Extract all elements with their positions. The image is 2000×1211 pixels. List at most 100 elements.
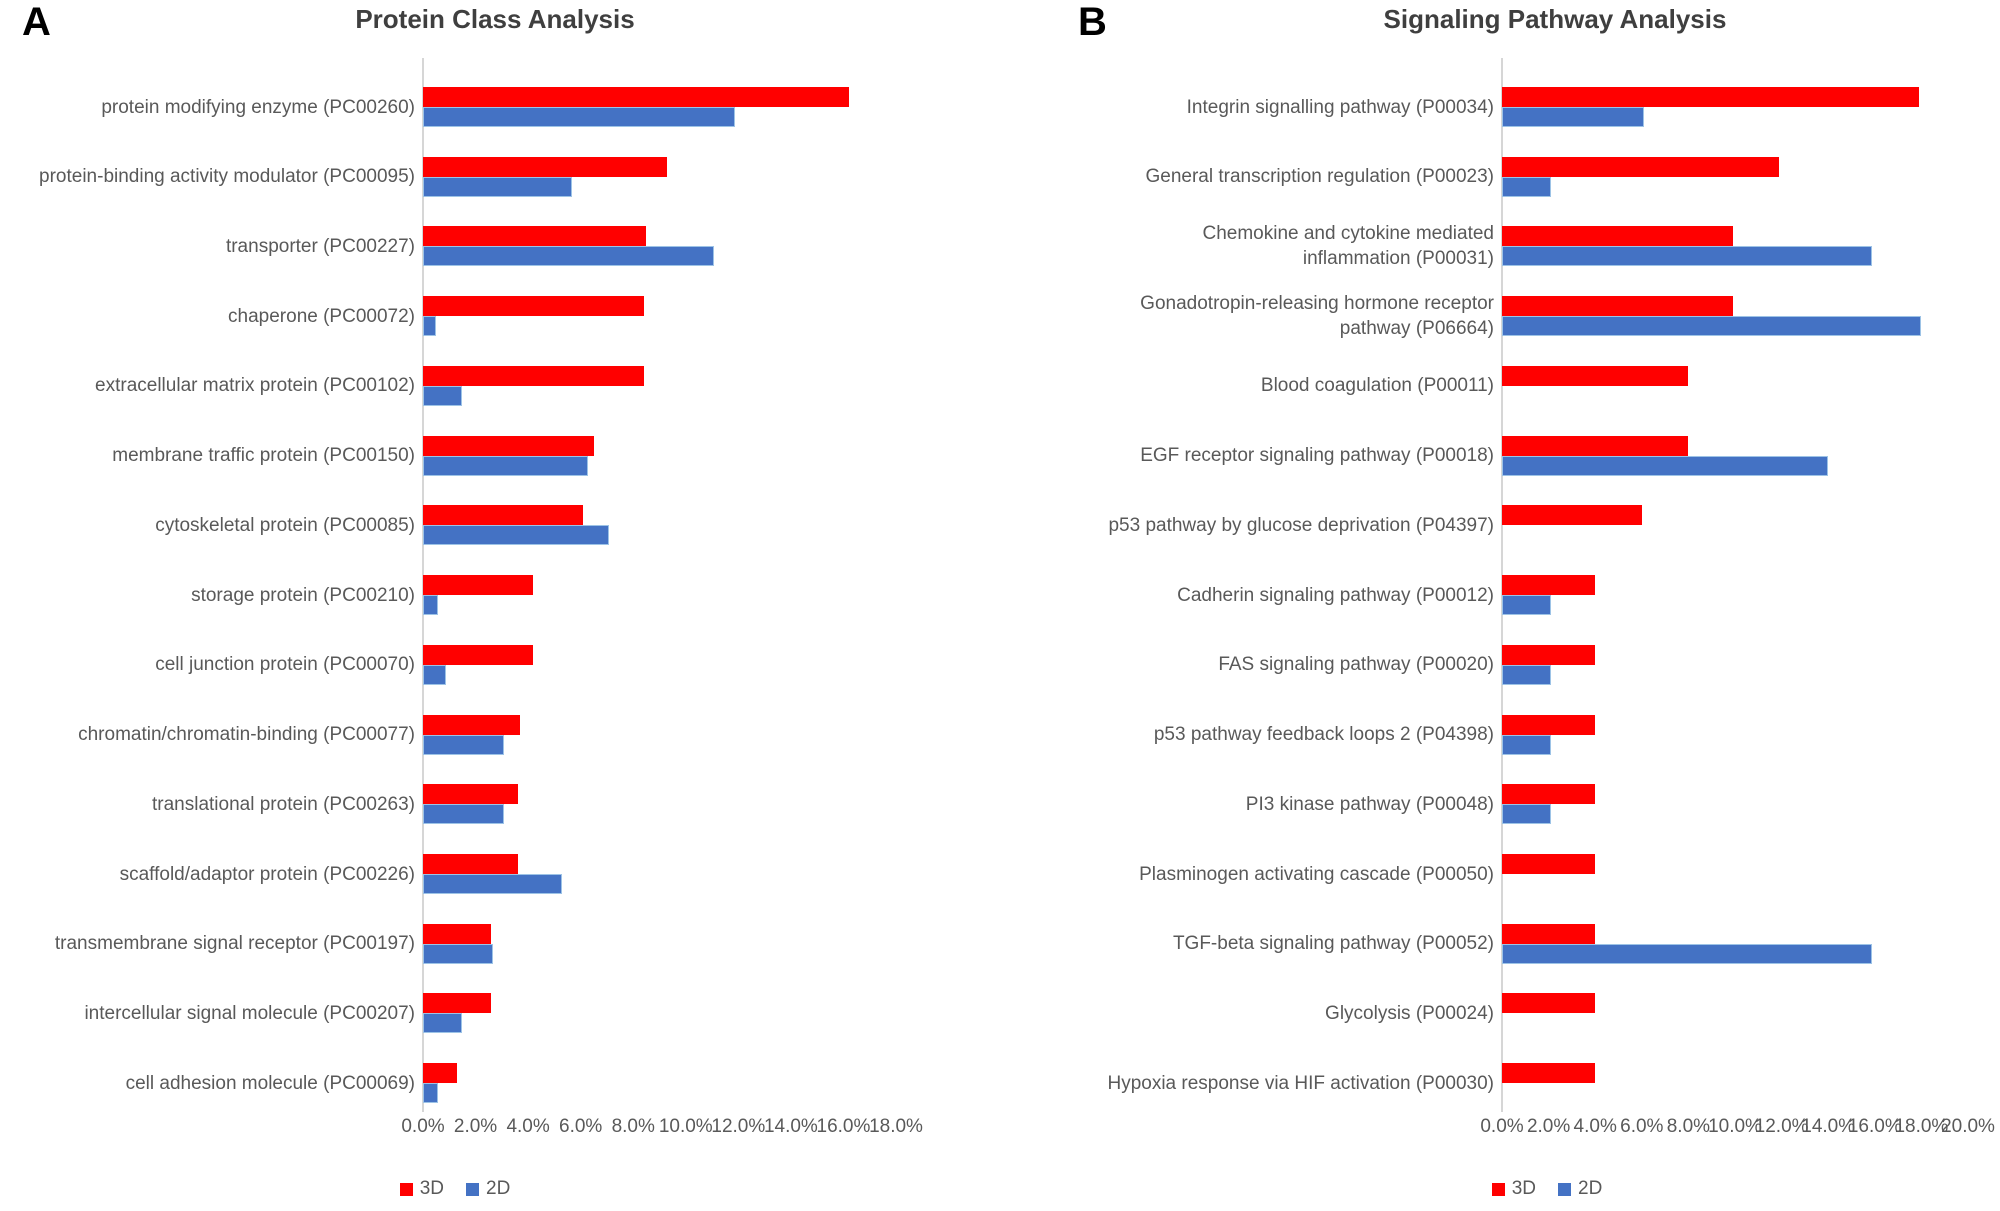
bar-3d [1502, 435, 1689, 456]
panel-b-title: Signaling Pathway Analysis [1383, 4, 1727, 34]
bar-2d [423, 874, 562, 895]
bar-2d [1502, 246, 1873, 267]
category-label: cell junction protein (PC00070) [155, 654, 415, 676]
category-label: Plasminogen activating cascade (P00050) [1139, 863, 1494, 885]
bar-3d [1502, 993, 1596, 1014]
category-label: Glycolysis (P00024) [1325, 1002, 1494, 1024]
category-label: storage protein (PC00210) [191, 584, 415, 606]
x-tick-label: 12.0% [1754, 1116, 1809, 1137]
bar-2d [423, 664, 446, 685]
x-tick-label: 10.0% [658, 1116, 713, 1137]
bar-3d [423, 505, 584, 526]
legend-label: 2D [486, 1178, 511, 1199]
legend-swatch-2d [1558, 1182, 1571, 1196]
bar-2d [1502, 943, 1873, 964]
bar-2d [423, 943, 494, 964]
bar-3d [1502, 365, 1689, 386]
bar-2d [1502, 734, 1551, 755]
bar-2d [423, 1083, 439, 1104]
x-tick-label: 8.0% [1666, 1116, 1711, 1137]
bar-3d [1502, 1063, 1596, 1084]
x-tick-label: 18.0% [1894, 1116, 1949, 1137]
bar-2d [423, 176, 573, 197]
category-label: translational protein (PC00263) [152, 793, 415, 815]
bar-2d [1502, 316, 1922, 337]
category-label: transporter (PC00227) [225, 235, 415, 257]
x-tick-label: 14.0% [763, 1116, 818, 1137]
category-label: extracellular matrix protein (PC00102) [95, 375, 415, 397]
bar-3d [1502, 714, 1596, 735]
category-label: intercellular signal molecule (PC00207) [84, 1002, 415, 1024]
bar-3d [423, 365, 644, 386]
bar-3d [423, 435, 594, 456]
bar-2d [1502, 595, 1551, 616]
bar-3d [423, 87, 849, 107]
bar-2d [423, 804, 504, 825]
legend-item-2d: 2D [1558, 1178, 1602, 1200]
category-label: PI3 kinase pathway (P00048) [1245, 793, 1494, 815]
bar-2d [1502, 176, 1551, 197]
bar-3d [1502, 854, 1596, 875]
bar-3d [423, 296, 644, 317]
bar-2d [1502, 664, 1551, 685]
category-label: TGF-beta signaling pathway (P00052) [1172, 933, 1494, 955]
x-tick-label: 12.0% [711, 1116, 766, 1137]
x-tick-label: 18.0% [869, 1116, 923, 1137]
bar-3d [423, 714, 521, 735]
bar-3d [1502, 923, 1596, 944]
bar-2d [1502, 804, 1551, 825]
legend-item-3d: 3D [1491, 1178, 1536, 1200]
category-label: Cadherin signaling pathway (P00012) [1177, 584, 1494, 606]
bar-3d [423, 923, 492, 944]
bar-2d [423, 455, 588, 476]
x-tick-label: 16.0% [816, 1116, 871, 1137]
bar-2d [423, 525, 609, 546]
bar-3d [1502, 156, 1780, 177]
legend-label: 3D [1511, 1178, 1536, 1199]
legend-swatch-2d [466, 1182, 479, 1196]
category-label: p53 pathway feedback loops 2 (P04398) [1153, 724, 1494, 746]
bar-2d [1502, 107, 1644, 127]
category-label: p53 pathway by glucose deprivation (P043… [1108, 514, 1494, 536]
bar-2d [423, 316, 436, 337]
bar-2d [423, 734, 504, 755]
bar-3d [423, 1063, 458, 1084]
x-tick-label: 2.0% [453, 1116, 498, 1137]
x-tick-label: 0.0% [1480, 1116, 1524, 1137]
x-tick-label: 14.0% [1801, 1116, 1856, 1137]
bar-3d [423, 156, 668, 177]
legend-swatch-3d [399, 1182, 413, 1196]
x-tick-label: 10.0% [1708, 1116, 1762, 1137]
legend-label: 3D [419, 1178, 444, 1199]
bar-2d [423, 1013, 462, 1034]
x-axis-zero-tick [1501, 1105, 1503, 1112]
x-tick-label: 6.0% [1620, 1116, 1664, 1137]
legend-item-2d: 2D [466, 1178, 510, 1200]
category-label: Integrin signalling pathway (P00034) [1186, 96, 1494, 118]
x-tick-label: 4.0% [1573, 1116, 1617, 1137]
category-label: scaffold/adaptor protein (PC00226) [119, 863, 415, 885]
bar-3d [423, 575, 534, 596]
category-label: chromatin/chromatin-binding (PC00077) [78, 724, 415, 746]
category-label: General transcription regulation (P00023… [1145, 166, 1494, 188]
category-label: protein modifying enzyme (PC00260) [101, 96, 415, 118]
bar-3d [1502, 505, 1642, 526]
panel-b-letter: B [1078, 0, 1107, 44]
category-label: chaperone (PC00072) [228, 305, 415, 327]
category-label: membrane traffic protein (PC00150) [112, 445, 415, 467]
bar-3d [423, 993, 492, 1014]
category-label: Blood coagulation (P00011) [1260, 375, 1494, 397]
bar-3d [1502, 226, 1733, 247]
category-label: transmembrane signal receptor (PC00197) [54, 933, 415, 955]
bar-2d [423, 595, 439, 616]
bar-2d [423, 385, 462, 406]
bar-3d [423, 854, 518, 875]
legend: 3D 2D [1397, 1178, 1697, 1200]
legend: 3D 2D [305, 1178, 605, 1200]
bar-3d [423, 644, 534, 665]
panel-a: A Protein Class Analysis protein modifyi… [22, 0, 923, 1200]
bar-3d [1502, 644, 1596, 665]
bar-2d [423, 107, 736, 127]
bar-3d [1502, 296, 1733, 317]
